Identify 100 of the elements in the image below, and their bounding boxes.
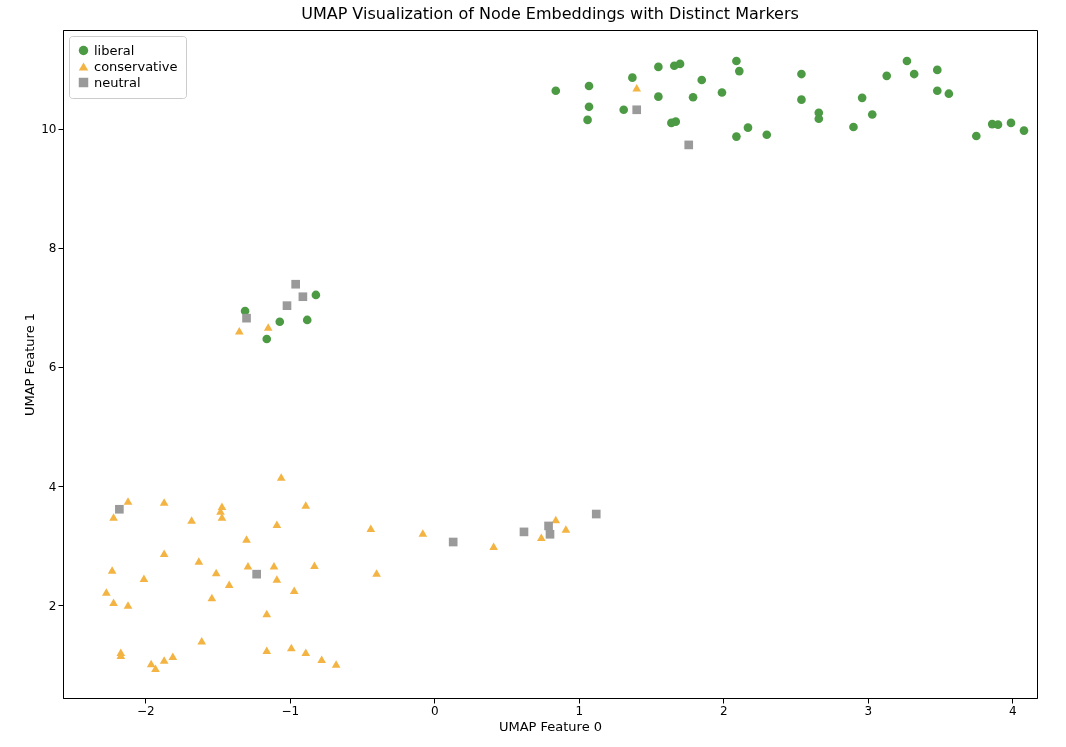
point [684,140,694,150]
point [275,317,285,327]
point [151,664,160,672]
point [331,660,341,668]
point [107,566,117,574]
point [302,315,312,325]
point [697,75,707,85]
point [1019,126,1029,135]
point [298,292,308,302]
point [317,655,326,664]
point [584,81,594,91]
point [262,609,272,618]
point [168,652,178,661]
point [207,593,217,602]
point [139,574,149,583]
point [489,542,498,550]
point [272,520,282,528]
point [654,62,663,72]
point [211,568,221,577]
y-axis-title: UMAP Feature 1 [22,312,38,417]
point [187,516,196,524]
point [944,89,954,99]
point [301,648,311,656]
point [932,86,942,96]
point [262,334,272,344]
point [849,122,858,132]
point [583,115,592,125]
point [732,56,741,66]
point [688,92,698,102]
point [242,535,251,543]
point [366,524,376,533]
point [551,515,561,524]
point [276,473,286,481]
point [882,71,892,81]
point [115,504,124,514]
point [857,93,867,103]
point [797,69,806,79]
x-tick-label: 0 [431,703,439,718]
point [262,646,272,655]
point [671,117,681,127]
point [102,588,111,596]
y-tick-label: 6 [48,360,57,375]
point [159,656,169,664]
point [311,290,321,300]
y-tick-label: 2 [48,598,57,613]
point [909,69,919,79]
point [628,73,637,82]
point [561,525,571,533]
point [591,509,601,519]
point [619,105,629,115]
point [797,95,806,104]
point [159,498,169,506]
point [282,301,292,310]
point [902,56,912,66]
point [632,84,642,92]
point [762,130,772,140]
point [372,569,381,577]
x-axis-title: UMAP Feature 0 [498,718,603,734]
x-tick-label: 4 [1009,703,1017,718]
point [243,562,253,570]
point [252,569,261,579]
point [287,643,296,652]
point [291,279,300,289]
point [234,326,244,335]
point [544,521,553,531]
point [272,575,282,583]
point [537,533,546,541]
point [932,65,942,75]
point [448,537,458,547]
point [814,114,824,124]
point [146,659,156,668]
point [224,580,234,589]
legend-label: liberal [94,42,135,58]
point [632,105,642,115]
point [743,123,753,132]
legend-label: neutral [94,74,141,90]
x-tick-label: 1 [575,703,584,718]
x-tick-label: 2 [720,703,728,718]
point [584,102,594,112]
point [263,323,273,331]
point [269,562,279,570]
point [194,557,204,565]
point [717,88,727,97]
point [971,131,981,141]
point [197,637,207,645]
legend-label: conservative [94,58,178,74]
point [551,86,561,96]
y-tick-label: 8 [48,241,57,256]
point [734,66,744,76]
point [310,561,319,569]
point [109,513,118,521]
x-tick-label: −1 [281,703,300,718]
point [675,59,685,69]
point [123,497,133,505]
point [159,549,169,558]
point [242,313,251,323]
point [109,598,118,606]
x-tick-label: 3 [864,703,873,718]
chart-title: UMAP Visualization of Node Embeddings with Distinct Markers [301,4,799,23]
x-tick-label: −2 [137,703,155,718]
